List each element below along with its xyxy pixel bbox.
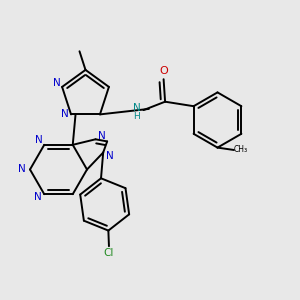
- Text: N: N: [18, 164, 26, 175]
- Text: N: N: [106, 151, 114, 160]
- Text: O: O: [159, 66, 168, 76]
- Text: Cl: Cl: [104, 248, 114, 258]
- Text: N: N: [35, 135, 43, 145]
- Text: N: N: [53, 78, 61, 88]
- Text: H: H: [134, 112, 140, 121]
- Text: N: N: [34, 192, 42, 202]
- Text: N: N: [133, 103, 141, 113]
- Text: CH₃: CH₃: [233, 145, 248, 154]
- Text: N: N: [61, 110, 68, 119]
- Text: N: N: [98, 131, 105, 141]
